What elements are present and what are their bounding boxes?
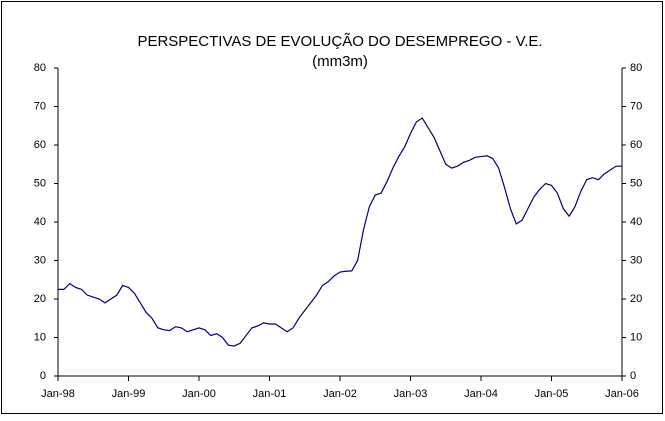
y-tick-label: 20 <box>34 293 46 305</box>
y2-tick-label: 40 <box>630 216 642 228</box>
x-tick-label: Jan-99 <box>112 388 146 400</box>
data-line <box>58 117 622 347</box>
x-tick-label: Jan-02 <box>323 388 357 400</box>
y2-tick-label: 20 <box>630 293 642 305</box>
x-tick-label: Jan-04 <box>464 388 498 400</box>
x-tick-label: Jan-06 <box>605 388 639 400</box>
y-tick-label: 40 <box>34 216 46 228</box>
y-tick-label: 50 <box>34 177 46 189</box>
y-tick-label: 80 <box>34 62 46 74</box>
y-tick-label: 10 <box>34 331 46 343</box>
chart-title: PERSPECTIVAS DE EVOLUÇÃO DO DESEMPREGO -… <box>137 33 542 50</box>
y-tick-label: 60 <box>34 139 46 151</box>
x-tick-label: Jan-98 <box>41 388 75 400</box>
y2-tick-label: 70 <box>630 100 642 112</box>
chart-border <box>1 1 663 414</box>
y2-tick-label: 10 <box>630 331 642 343</box>
y-tick-label: 30 <box>34 254 46 266</box>
y2-tick-label: 0 <box>630 370 636 382</box>
x-tick-label: Jan-03 <box>394 388 428 400</box>
y-tick-label: 0 <box>40 370 46 382</box>
y2-tick-label: 80 <box>630 62 642 74</box>
y2-tick-label: 60 <box>630 139 642 151</box>
y2-tick-label: 30 <box>630 254 642 266</box>
x-tick-label: Jan-01 <box>253 388 287 400</box>
y2-tick-label: 50 <box>630 177 642 189</box>
x-tick-label: Jan-00 <box>182 388 216 400</box>
x-tick-label: Jan-05 <box>535 388 569 400</box>
chart-subtitle: (mm3m) <box>312 53 368 70</box>
y-tick-label: 70 <box>34 100 46 112</box>
